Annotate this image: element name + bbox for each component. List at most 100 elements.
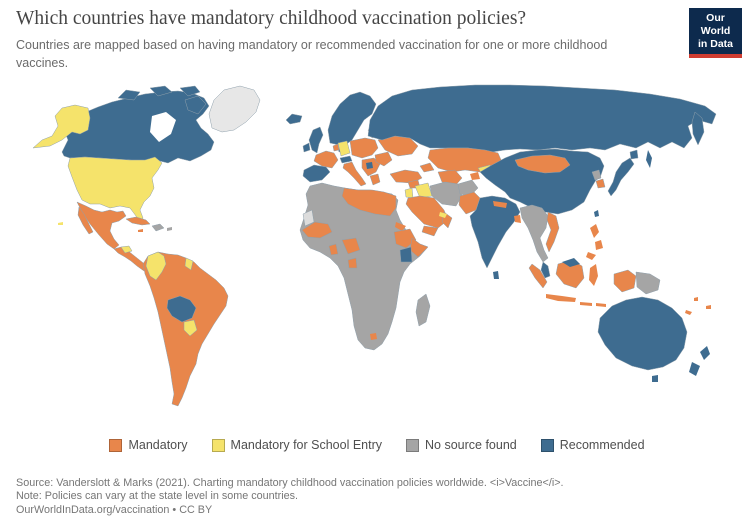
- country-colombia[interactable]: [145, 251, 167, 281]
- country-new-zealand-north[interactable]: [700, 346, 710, 360]
- black-sea: [392, 157, 416, 170]
- legend-item-recommended[interactable]: Recommended: [540, 438, 645, 452]
- country-saudi-arabia[interactable]: [405, 195, 449, 229]
- country-canada-arctic-2[interactable]: [149, 85, 173, 97]
- country-indonesia-lesser-sunda[interactable]: [580, 302, 592, 306]
- country-nigeria[interactable]: [341, 237, 361, 255]
- map-countries: [32, 84, 717, 407]
- country-mexico[interactable]: [76, 201, 127, 250]
- country-australia[interactable]: [597, 296, 688, 371]
- country-united-states[interactable]: [67, 156, 163, 225]
- country-jamaica[interactable]: [138, 229, 143, 232]
- legend-swatch-school-entry: [211, 438, 225, 452]
- country-uae[interactable]: [439, 212, 447, 218]
- country-united-kingdom[interactable]: [308, 126, 324, 154]
- country-tajikistan[interactable]: [470, 172, 480, 180]
- country-paraguay[interactable]: [183, 319, 198, 337]
- country-ghana[interactable]: [328, 243, 339, 256]
- region-scandinavia[interactable]: [327, 91, 377, 147]
- country-madagascar[interactable]: [415, 293, 431, 327]
- country-mongolia[interactable]: [514, 154, 571, 174]
- country-eritrea[interactable]: [395, 222, 406, 231]
- source-line: Source: Vanderslott & Marks (2021). Char…: [16, 477, 564, 489]
- country-honduras[interactable]: [120, 245, 133, 254]
- country-new-caledonia[interactable]: [685, 310, 692, 315]
- country-canada-arctic-3[interactable]: [179, 85, 201, 97]
- country-malaysia-peninsula[interactable]: [540, 261, 551, 279]
- region-alpine[interactable]: [339, 155, 353, 164]
- country-iceland[interactable]: [285, 113, 303, 125]
- country-india[interactable]: [469, 195, 521, 269]
- country-hispaniola[interactable]: [151, 223, 165, 232]
- country-greenland[interactable]: [208, 85, 261, 133]
- country-russia[interactable]: [367, 84, 717, 153]
- country-puerto-rico[interactable]: [167, 227, 172, 231]
- country-france[interactable]: [313, 150, 339, 169]
- legend-item-mandatory[interactable]: Mandatory: [109, 438, 188, 452]
- region-benelux[interactable]: [332, 143, 340, 152]
- country-yemen[interactable]: [421, 225, 439, 237]
- country-turkey[interactable]: [389, 169, 423, 184]
- map-legend: Mandatory Mandatory for School Entry No …: [0, 438, 754, 452]
- country-japan[interactable]: [607, 157, 635, 197]
- country-germany[interactable]: [337, 140, 351, 157]
- country-cuba[interactable]: [125, 216, 151, 226]
- country-japan-hokkaido[interactable]: [629, 149, 639, 160]
- country-iran[interactable]: [429, 181, 463, 207]
- country-nepal[interactable]: [493, 201, 507, 208]
- country-philippines-3[interactable]: [586, 252, 596, 260]
- country-united-states-alaska[interactable]: [32, 104, 91, 149]
- country-philippines-2[interactable]: [595, 240, 603, 250]
- region-mainland-se-asia[interactable]: [519, 204, 549, 263]
- country-united-states-hawaii[interactable]: [58, 222, 63, 225]
- country-serbia[interactable]: [366, 162, 373, 169]
- country-ireland[interactable]: [302, 142, 311, 153]
- country-australia-tasmania[interactable]: [652, 375, 658, 382]
- country-philippines-1[interactable]: [590, 224, 599, 238]
- country-china[interactable]: [479, 148, 605, 215]
- country-iraq[interactable]: [414, 182, 433, 199]
- country-north-korea[interactable]: [591, 169, 602, 181]
- country-indonesia-sumatra[interactable]: [528, 263, 548, 289]
- owid-logo[interactable]: Our World in Data: [689, 8, 742, 59]
- country-italy[interactable]: [342, 161, 367, 187]
- footer: Source: Vanderslott & Marks (2021). Char…: [16, 477, 736, 517]
- legend-item-no-source[interactable]: No source found: [406, 438, 517, 452]
- country-indonesia-papua[interactable]: [613, 269, 637, 293]
- country-indonesia-lesser-sunda-2[interactable]: [596, 303, 606, 307]
- country-south-korea[interactable]: [595, 178, 606, 189]
- country-gabon[interactable]: [347, 257, 358, 269]
- region-central-europe[interactable]: [349, 137, 379, 159]
- country-bangladesh[interactable]: [514, 215, 521, 223]
- country-guyana[interactable]: [184, 257, 194, 271]
- country-greece[interactable]: [369, 173, 381, 186]
- region-north-africa-coast[interactable]: [341, 187, 397, 217]
- country-mexico-baja[interactable]: [77, 206, 94, 235]
- country-lesotho[interactable]: [370, 333, 377, 340]
- country-indonesia-java[interactable]: [546, 294, 576, 302]
- country-sri-lanka[interactable]: [493, 271, 499, 279]
- country-vietnam[interactable]: [545, 211, 560, 253]
- country-malaysia-borneo[interactable]: [562, 258, 580, 267]
- country-taiwan[interactable]: [594, 210, 599, 217]
- region-caucasus[interactable]: [419, 162, 435, 173]
- country-vanuatu[interactable]: [694, 297, 698, 301]
- country-western-sahara[interactable]: [302, 209, 315, 227]
- country-russia-kamchatka[interactable]: [691, 111, 705, 146]
- region-romania-bulgaria[interactable]: [374, 151, 393, 167]
- country-fiji[interactable]: [706, 305, 711, 309]
- country-new-zealand-south[interactable]: [689, 362, 700, 376]
- country-papua-new-guinea[interactable]: [635, 271, 661, 295]
- region-iberia[interactable]: [302, 164, 331, 183]
- country-jordan-israel[interactable]: [404, 187, 414, 199]
- country-canada-baffin[interactable]: [184, 95, 207, 115]
- country-canada-arctic-1[interactable]: [117, 89, 141, 101]
- citation-link[interactable]: OurWorldInData.org/vaccination • CC BY: [16, 503, 213, 516]
- country-kenya[interactable]: [399, 246, 413, 263]
- region-senegal-mali[interactable]: [301, 221, 333, 239]
- region-uzbek-turkmen[interactable]: [437, 169, 463, 187]
- country-bolivia[interactable]: [166, 295, 197, 323]
- country-indonesia-sulawesi[interactable]: [589, 264, 598, 286]
- legend-item-school-entry[interactable]: Mandatory for School Entry: [211, 438, 382, 452]
- country-russia-sakhalin[interactable]: [646, 150, 652, 168]
